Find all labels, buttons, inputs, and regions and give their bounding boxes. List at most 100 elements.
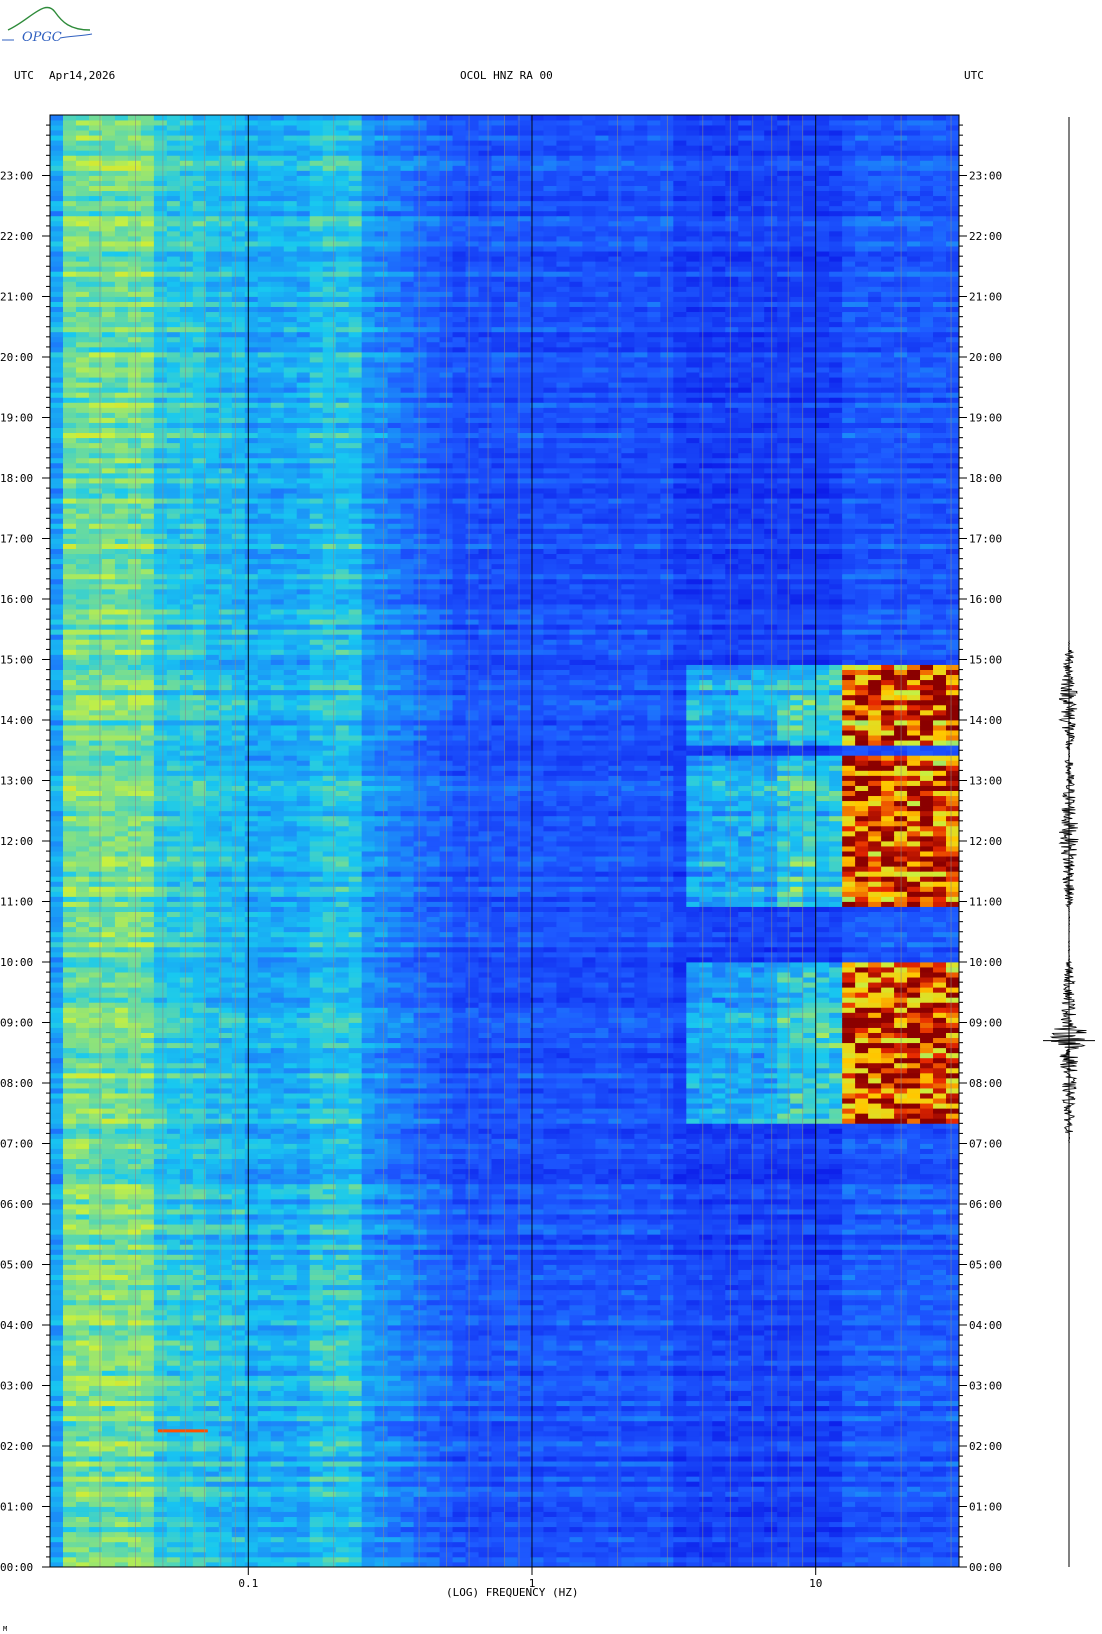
spectrogram-cell — [946, 1546, 959, 1553]
spectrogram-cell — [465, 1234, 480, 1240]
spectrogram-cell — [621, 1340, 635, 1346]
spectrogram-cell — [88, 1380, 103, 1386]
spectrogram-cell — [829, 1330, 843, 1336]
spectrogram-cell — [803, 1461, 817, 1467]
spectrogram-cell — [166, 1375, 181, 1381]
spectrogram-cell — [686, 1360, 700, 1366]
spectrogram-cell — [283, 1446, 298, 1452]
spectrogram-cell — [361, 1314, 376, 1321]
spectrogram-cell — [88, 1531, 103, 1538]
spectrogram-cell — [868, 1501, 882, 1507]
spectrogram-cell — [322, 1546, 337, 1553]
spectrogram-cell — [361, 1410, 376, 1417]
spectrogram-cell — [829, 1294, 843, 1301]
spectrogram-cell — [712, 1561, 726, 1567]
spectrogram-cell — [517, 1234, 532, 1240]
spectrogram-cell — [621, 1335, 635, 1341]
spectrogram-cell — [920, 1446, 934, 1452]
spectrogram-cell — [140, 1385, 155, 1391]
spectrogram-cell — [764, 1314, 778, 1321]
spectrogram-cell — [257, 1279, 272, 1286]
spectrogram-cell — [569, 1249, 584, 1255]
spectrogram-cell — [543, 1380, 558, 1386]
spectrogram-cell — [283, 1340, 298, 1346]
spectrogram-cell — [465, 1440, 480, 1447]
spectrogram-cell — [855, 1294, 869, 1301]
spectrogram-cell — [543, 1541, 558, 1548]
spectrogram-cell — [205, 1360, 220, 1366]
spectrogram-cell — [829, 1541, 843, 1548]
spectrogram-cell — [270, 1340, 285, 1346]
spectrogram-cell — [127, 1224, 142, 1230]
spectrogram-cell — [842, 1254, 856, 1260]
spectrogram-cell — [348, 1314, 363, 1321]
spectrogram-cell — [361, 1440, 376, 1447]
spectrogram-cell — [335, 1425, 350, 1432]
spectrogram-cell — [764, 1405, 778, 1412]
spectrogram-cell — [517, 1481, 532, 1487]
spectrogram-cell — [608, 1516, 622, 1523]
spectrogram-cell — [244, 1531, 259, 1538]
spectrogram-cell — [296, 1385, 311, 1391]
spectrogram-cell — [647, 1526, 661, 1533]
spectrogram-cell — [582, 1561, 596, 1567]
spectrogram-cell — [309, 1274, 324, 1281]
spectrogram-cell — [244, 1229, 259, 1235]
spectrogram-cell — [738, 1446, 752, 1452]
spectrogram-cell — [582, 1350, 596, 1356]
spectrogram-cell — [166, 1511, 181, 1517]
spectrogram-cell — [725, 1516, 739, 1523]
spectrogram-cell — [101, 1234, 116, 1240]
spectrogram-cell — [907, 1425, 921, 1432]
spectrogram-cell — [296, 1395, 311, 1402]
spectrogram-cell — [920, 1254, 934, 1260]
spectrogram-cell — [374, 1415, 389, 1422]
spectrogram-cell — [491, 1214, 506, 1220]
spectrogram-cell — [530, 1314, 545, 1321]
spectrogram-cell — [62, 1269, 77, 1275]
spectrogram-cell — [478, 1284, 493, 1291]
spectrogram-cell — [426, 1319, 441, 1326]
spectrogram-cell — [270, 1355, 285, 1361]
spectrogram-cell — [101, 1259, 116, 1265]
spectrogram-cell — [517, 1355, 532, 1361]
spectrogram-cell — [153, 1239, 168, 1245]
spectrogram-cell — [816, 1259, 830, 1265]
spectrogram-cell — [257, 1269, 272, 1275]
spectrogram-cell — [127, 1491, 142, 1497]
spectrogram-cell — [322, 1521, 337, 1528]
spectrogram-cell — [192, 1299, 207, 1306]
spectrogram-cell — [881, 1541, 895, 1548]
spectrogram-cell — [543, 1451, 558, 1457]
spectrogram-cell — [205, 1284, 220, 1291]
spectrogram-cell — [426, 1496, 441, 1502]
spectrogram-cell — [855, 1551, 869, 1558]
spectrogram-cell — [608, 1219, 622, 1225]
spectrogram-cell — [452, 1294, 467, 1301]
spectrogram-cell — [725, 1330, 739, 1336]
spectrogram-cell — [413, 1536, 428, 1543]
spectrogram-cell — [816, 1461, 830, 1467]
spectrogram-cell — [712, 1214, 726, 1220]
spectrogram-cell — [712, 1319, 726, 1326]
spectrogram-cell — [270, 1254, 285, 1260]
spectrogram-cell — [881, 1496, 895, 1502]
spectrogram-cell — [764, 1304, 778, 1311]
spectrogram-cell — [543, 1224, 558, 1230]
spectrogram-cell — [361, 1506, 376, 1512]
spectrogram-cell — [244, 1430, 259, 1437]
spectrogram-cell — [673, 1420, 687, 1427]
spectrogram-cell — [881, 1395, 895, 1402]
spectrogram-cell — [595, 1234, 609, 1240]
spectrogram-cell — [517, 1405, 532, 1412]
spectrogram-cell — [426, 1375, 441, 1381]
spectrogram-cell — [738, 1284, 752, 1291]
spectrogram-cell — [491, 1511, 506, 1517]
spectrogram-cell — [842, 1481, 856, 1487]
spectrogram-cell — [699, 1365, 713, 1371]
spectrogram-cell — [361, 1415, 376, 1422]
spectrogram-cell — [257, 1496, 272, 1502]
spectrogram-cell — [842, 1486, 856, 1492]
spectrogram-cell — [426, 1491, 441, 1497]
spectrogram-cell — [452, 1360, 467, 1366]
